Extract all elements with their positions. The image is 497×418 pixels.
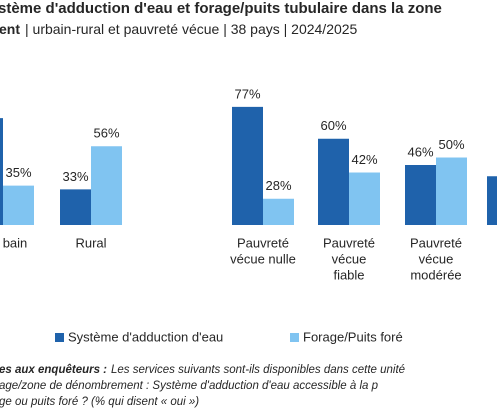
bar: [487, 176, 497, 225]
x-tick-label: Pauvreté: [237, 235, 289, 250]
x-tick-label: vécue nulle: [230, 251, 296, 266]
x-tick-label: Pauvreté: [323, 235, 375, 250]
bar: [91, 146, 122, 225]
note-text: Les services suivants sont-ils disponibl…: [111, 364, 405, 376]
legend: Système d'adduction d'eau Forage/Puits fo…: [55, 329, 403, 344]
value-label: 46%: [407, 144, 433, 159]
note-line: ge ou puits foré ? (% qui disent « oui »…: [0, 396, 199, 408]
bar: [263, 198, 294, 225]
value-label: 77%: [234, 86, 260, 101]
bar: [436, 157, 467, 225]
value-label: 50%: [438, 137, 464, 152]
bar: [3, 185, 34, 225]
subtitle: | urbain-rural et pauvreté vécue | 38 pa…: [25, 21, 358, 37]
x-tick-label: bain: [3, 235, 28, 250]
note-line: age/zone de dénombrement : Système d'add…: [0, 380, 379, 392]
legend-swatch: [290, 333, 299, 342]
x-tick-label: modérée: [410, 267, 461, 282]
x-tick-label: vécue: [419, 251, 454, 266]
x-tick-label: Pauvreté: [410, 235, 462, 250]
legend-label: Système d'adduction d'eau: [68, 329, 223, 344]
subtitle-lead: ent: [0, 21, 20, 37]
legend-swatch: [55, 333, 64, 342]
legend-label: Forage/Puits foré: [303, 329, 403, 344]
x-tick-label: vécue: [332, 251, 367, 266]
x-tick-label: Rural: [75, 235, 106, 250]
value-label: 28%: [265, 178, 291, 193]
value-label: 33%: [62, 169, 88, 184]
value-label: 60%: [320, 118, 346, 133]
bar: [232, 106, 263, 225]
value-label: 42%: [351, 152, 377, 167]
bar: [318, 138, 349, 225]
note-label: es aux enquêteurs :: [0, 364, 107, 376]
bar: [60, 189, 91, 225]
chart-title: stème d'adduction d'eau et forage/puits …: [0, 0, 442, 17]
x-tick-label: fiable: [333, 267, 364, 282]
subtitle-line: ent | urbain-rural et pauvreté vécue | 38…: [0, 21, 358, 37]
bar: [349, 172, 380, 225]
value-label: 56%: [93, 126, 119, 141]
bar: [405, 165, 436, 225]
note-line: es aux enquêteurs : Les services suivants…: [0, 364, 405, 376]
bar: [0, 118, 3, 225]
value-label: 35%: [5, 165, 31, 180]
